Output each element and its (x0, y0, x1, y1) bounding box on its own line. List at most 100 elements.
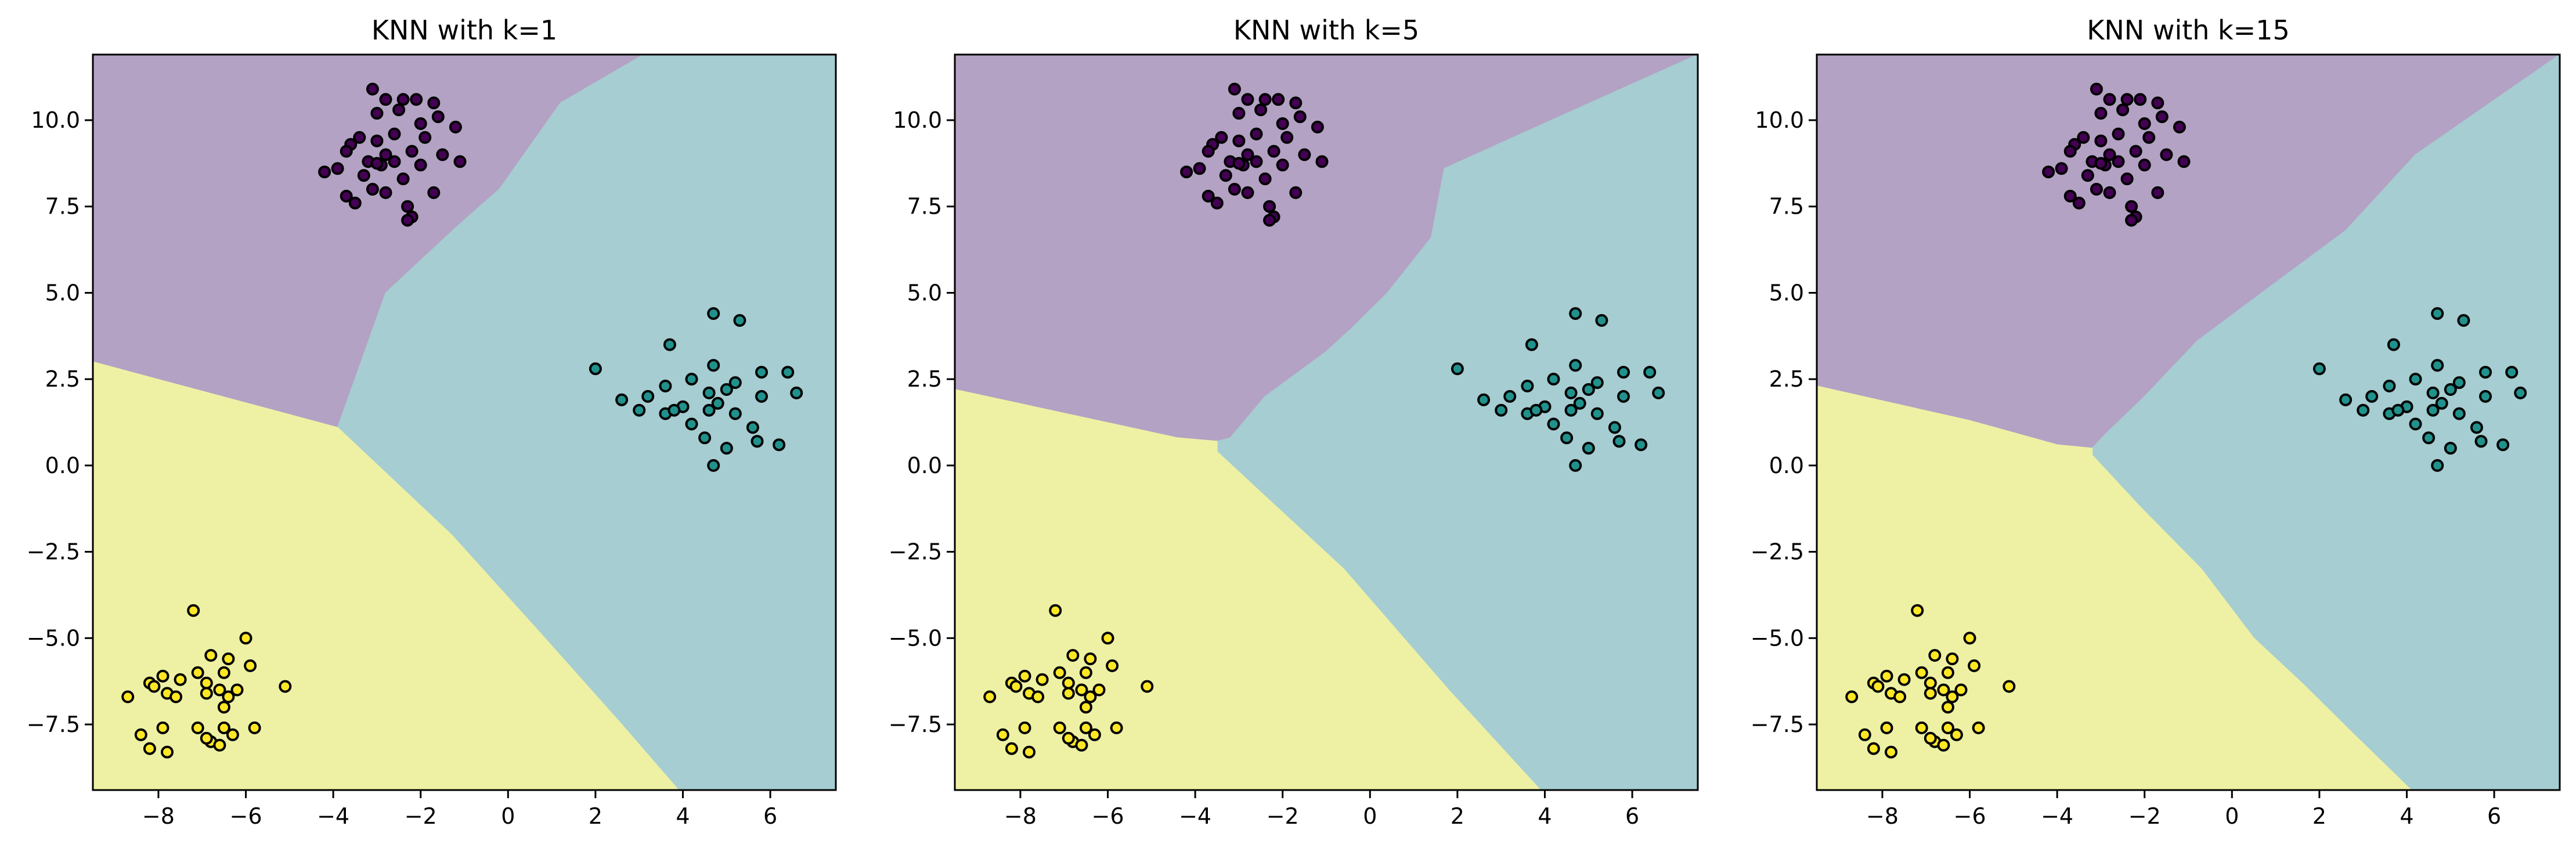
data-point-class-1 (2409, 373, 2422, 386)
data-point-class-1 (1495, 403, 1508, 417)
data-point-class-1 (1608, 421, 1621, 434)
data-point-class-1 (2409, 417, 2422, 431)
data-point-class-2 (1954, 683, 1968, 697)
data-point-class-1 (1573, 396, 1586, 410)
data-point-class-0 (396, 172, 410, 186)
data-point-class-1 (1525, 338, 1538, 351)
data-point-class-2 (147, 680, 161, 693)
data-point-class-1 (2431, 459, 2444, 472)
data-point-class-0 (366, 82, 379, 96)
data-point-class-1 (702, 386, 716, 399)
data-point-class-1 (755, 390, 768, 403)
data-point-class-1 (1564, 386, 1578, 399)
data-point-class-1 (2422, 431, 2436, 445)
plot-area (1817, 55, 2560, 790)
data-point-class-1 (746, 421, 759, 434)
x-tick-label: −8 (142, 803, 175, 829)
x-tick-label: −2 (405, 803, 437, 829)
data-point-class-1 (1643, 366, 1657, 379)
data-point-class-0 (1241, 186, 1254, 199)
data-point-class-0 (2112, 155, 2125, 168)
data-point-class-2 (996, 728, 1009, 741)
data-point-class-2 (1053, 721, 1066, 734)
data-point-class-0 (1276, 117, 1289, 130)
data-point-class-0 (1263, 214, 1276, 227)
axes-frame (1816, 53, 2561, 791)
data-point-class-0 (2173, 120, 2186, 134)
data-point-class-0 (1254, 103, 1268, 117)
data-point-class-1 (707, 307, 720, 320)
y-tick-label: 2.5 (45, 366, 80, 392)
x-tick-label: 0 (1363, 803, 1377, 829)
data-point-class-0 (2177, 155, 2191, 168)
data-point-class-0 (379, 186, 392, 199)
data-point-class-0 (1272, 93, 1285, 106)
x-tick-label: 4 (1538, 803, 1552, 829)
data-point-class-1 (685, 373, 698, 386)
data-point-class-1 (707, 459, 720, 472)
data-point-class-2 (1911, 604, 1924, 617)
data-point-class-0 (2151, 186, 2164, 199)
data-point-class-0 (1232, 107, 1246, 120)
data-point-class-2 (983, 690, 997, 704)
data-point-class-0 (2103, 148, 2116, 161)
data-point-class-2 (1968, 659, 1981, 672)
y-tick-label: −5.0 (1751, 625, 1804, 651)
data-point-class-0 (1228, 183, 1241, 196)
data-point-class-0 (1210, 196, 1224, 210)
data-point-class-0 (2138, 117, 2151, 130)
data-point-class-1 (2470, 421, 2483, 434)
y-tick-label: 5.0 (45, 280, 80, 305)
data-point-class-2 (1110, 721, 1123, 734)
data-point-class-1 (663, 338, 676, 351)
data-point-class-2 (1053, 666, 1066, 679)
data-point-class-2 (1880, 669, 1893, 683)
data-point-class-1 (733, 314, 746, 327)
data-point-class-0 (2072, 196, 2086, 210)
data-point-class-2 (1880, 721, 1893, 734)
data-point-class-1 (2474, 435, 2488, 448)
data-point-class-0 (340, 145, 353, 158)
chart-panel: KNN with k=1 −8 −6 −4 −2 0 2 4 6 −7.5 −5.0 −2.5 0.0 2… (27, 15, 837, 829)
y-tick-label: 7.5 (45, 194, 80, 219)
data-point-class-2 (143, 742, 156, 755)
y-tick-label: 0.0 (45, 453, 80, 478)
x-tick-label: 6 (763, 803, 777, 829)
y-tick-label: 10.0 (31, 107, 80, 133)
data-point-class-0 (370, 107, 384, 120)
data-point-class-2 (200, 731, 213, 745)
data-point-class-1 (2383, 380, 2396, 392)
data-point-class-1 (615, 393, 629, 406)
data-point-class-1 (1547, 417, 1560, 431)
data-point-class-2 (1005, 742, 1018, 755)
x-tick-label: 0 (501, 803, 515, 829)
chart-title: KNN with k=1 (371, 15, 557, 46)
data-point-class-1 (1590, 376, 1604, 390)
data-point-class-1 (2426, 403, 2440, 417)
data-point-class-0 (366, 183, 379, 196)
x-tick-label: −4 (2041, 803, 2073, 829)
data-point-class-1 (1529, 403, 1543, 417)
data-point-class-2 (1018, 721, 1031, 734)
data-point-class-1 (728, 376, 742, 390)
data-point-class-0 (401, 200, 414, 213)
y-tick-label: 0.0 (1769, 453, 1804, 478)
data-point-class-0 (436, 148, 449, 161)
data-point-class-0 (1215, 131, 1228, 144)
data-point-class-0 (2116, 103, 2130, 117)
data-point-class-0 (1232, 134, 1246, 147)
data-point-class-2 (1079, 701, 1092, 714)
data-point-class-0 (1263, 200, 1276, 213)
data-point-class-2 (1915, 666, 1928, 679)
data-point-class-2 (1946, 652, 1959, 665)
data-point-class-2 (1075, 683, 1088, 697)
data-point-class-0 (1258, 93, 1272, 106)
data-point-class-0 (1280, 131, 1294, 144)
data-point-class-1 (1560, 431, 1574, 445)
data-point-class-1 (2452, 407, 2466, 420)
data-point-class-0 (1241, 93, 1254, 106)
data-point-class-2 (200, 676, 213, 690)
data-point-class-2 (1101, 632, 1114, 645)
data-point-class-1 (2505, 366, 2519, 379)
data-point-class-1 (2387, 338, 2400, 351)
